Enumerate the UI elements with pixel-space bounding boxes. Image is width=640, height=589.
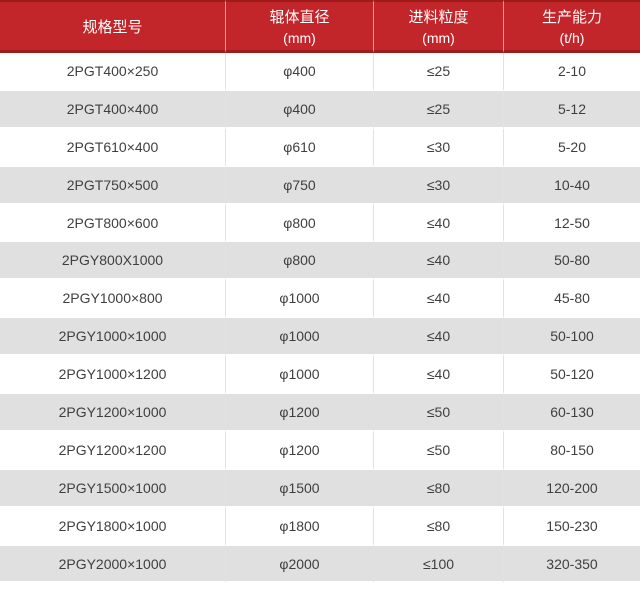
table-cell: 10-40 bbox=[504, 166, 640, 205]
column-title: 规格型号 bbox=[82, 18, 143, 36]
table-row: 2PGY1500×1000 φ1500 ≤80 120-200 bbox=[0, 469, 640, 508]
table-cell: 2PGY1000×1200 bbox=[0, 356, 226, 395]
table-cell: φ2000 bbox=[226, 545, 374, 584]
table-cell: 50-120 bbox=[504, 356, 640, 395]
table-cell: ≤40 bbox=[374, 204, 504, 243]
table-cell: φ1200 bbox=[226, 431, 374, 470]
table-row: 2PGY1200×1200 φ1200 ≤50 80-150 bbox=[0, 431, 640, 470]
table-cell: 120-200 bbox=[504, 469, 640, 508]
table-cell: ≤40 bbox=[374, 242, 504, 281]
table-cell: φ1200 bbox=[226, 394, 374, 432]
column-header-1: 规格型号 bbox=[0, 0, 226, 53]
table-row: 2PGY1800×1000 φ1800 ≤80 150-230 bbox=[0, 507, 640, 546]
table-cell: 5-20 bbox=[504, 128, 640, 167]
table-cell: 2PGT800×600 bbox=[0, 204, 226, 243]
table-cell: 320-350 bbox=[504, 545, 640, 584]
table-row: 2PGT750×500 φ750 ≤30 10-40 bbox=[0, 166, 640, 205]
table-cell: 45-80 bbox=[504, 280, 640, 319]
table-cell: φ800 bbox=[226, 242, 374, 281]
column-unit: (t/h) bbox=[559, 30, 585, 46]
table-cell: ≤40 bbox=[374, 356, 504, 395]
column-header-4: 生产能力 (t/h) bbox=[504, 0, 640, 53]
table-cell: ≤40 bbox=[374, 318, 504, 357]
table-cell: ≤30 bbox=[374, 166, 504, 205]
column-unit: (mm) bbox=[422, 30, 455, 46]
table-cell: φ800 bbox=[226, 204, 374, 243]
table-cell: 150-230 bbox=[504, 507, 640, 546]
spec-table-header: 规格型号 辊体直径 (mm) 进料粒度 (mm) 生产能力 (t/h) bbox=[0, 0, 640, 53]
table-cell: 2PGT750×500 bbox=[0, 166, 226, 205]
table-row: 2PGT800×600 φ800 ≤40 12-50 bbox=[0, 204, 640, 243]
table-cell: φ610 bbox=[226, 128, 374, 167]
column-header-3: 进料粒度 (mm) bbox=[374, 0, 504, 53]
table-cell: 2PGY2000×1000 bbox=[0, 545, 226, 584]
column-unit: (mm) bbox=[283, 30, 316, 46]
table-cell: 2PGY1500×1000 bbox=[0, 469, 226, 508]
column-title: 生产能力 bbox=[541, 9, 602, 26]
column-header-2: 辊体直径 (mm) bbox=[226, 0, 374, 53]
table-cell: φ400 bbox=[226, 90, 374, 129]
table-cell: 2PGY1000×1000 bbox=[0, 318, 226, 357]
table-cell: 2PGY1200×1000 bbox=[0, 394, 226, 432]
table-cell: 2PGY1200×1200 bbox=[0, 431, 226, 470]
table-cell: φ750 bbox=[226, 166, 374, 205]
header-row: 规格型号 辊体直径 (mm) 进料粒度 (mm) 生产能力 (t/h) bbox=[0, 0, 640, 53]
table-cell: 5-12 bbox=[504, 90, 640, 129]
table-cell: ≤40 bbox=[374, 280, 504, 319]
table-row: 2PGT610×400 φ610 ≤30 5-20 bbox=[0, 128, 640, 167]
table-cell: 2PGY1000×800 bbox=[0, 280, 226, 319]
table-cell: φ1000 bbox=[226, 318, 374, 357]
table-cell: φ1500 bbox=[226, 469, 374, 508]
table-cell: 2PGY800X1000 bbox=[0, 242, 226, 281]
table-cell: φ400 bbox=[226, 53, 374, 91]
table-row: 2PGT400×400 φ400 ≤25 5-12 bbox=[0, 90, 640, 129]
table-cell: 80-150 bbox=[504, 431, 640, 470]
table-row: 2PGY1200×1000 φ1200 ≤50 60-130 bbox=[0, 394, 640, 432]
table-row: 2PGT400×250 φ400 ≤25 2-10 bbox=[0, 53, 640, 91]
table-cell: 2-10 bbox=[504, 53, 640, 91]
table-cell: 50-100 bbox=[504, 318, 640, 357]
table-cell: ≤80 bbox=[374, 507, 504, 546]
table-row: 2PGY1000×800 φ1000 ≤40 45-80 bbox=[0, 280, 640, 319]
table-cell: ≤100 bbox=[374, 545, 504, 584]
column-title: 辊体直径 bbox=[269, 9, 330, 26]
table-cell: ≤50 bbox=[374, 431, 504, 470]
table-cell: 2PGT610×400 bbox=[0, 128, 226, 167]
table-cell: ≤80 bbox=[374, 469, 504, 508]
table-cell: 2PGY1800×1000 bbox=[0, 507, 226, 546]
table-cell: ≤25 bbox=[374, 90, 504, 129]
table-cell: 60-130 bbox=[504, 394, 640, 432]
table-cell: ≤25 bbox=[374, 53, 504, 91]
table-cell: φ1000 bbox=[226, 356, 374, 395]
table-cell: 50-80 bbox=[504, 242, 640, 281]
table-cell: ≤30 bbox=[374, 128, 504, 167]
table-row: 2PGY1000×1000 φ1000 ≤40 50-100 bbox=[0, 318, 640, 357]
table-cell: 2PGT400×250 bbox=[0, 53, 226, 91]
spec-table-body: 2PGT400×250 φ400 ≤25 2-10 2PGT400×400 φ400 ≤25… bbox=[0, 53, 640, 584]
table-cell: 12-50 bbox=[504, 204, 640, 243]
table-row: 2PGY1000×1200 φ1000 ≤40 50-120 bbox=[0, 356, 640, 395]
table-row: 2PGY800X1000 φ800 ≤40 50-80 bbox=[0, 242, 640, 281]
table-row: 2PGY2000×1000 φ2000 ≤100 320-350 bbox=[0, 545, 640, 584]
table-cell: φ1800 bbox=[226, 507, 374, 546]
column-title: 进料粒度 bbox=[408, 9, 469, 26]
table-cell: φ1000 bbox=[226, 280, 374, 319]
table-cell: ≤50 bbox=[374, 394, 504, 432]
table-cell: 2PGT400×400 bbox=[0, 90, 226, 129]
